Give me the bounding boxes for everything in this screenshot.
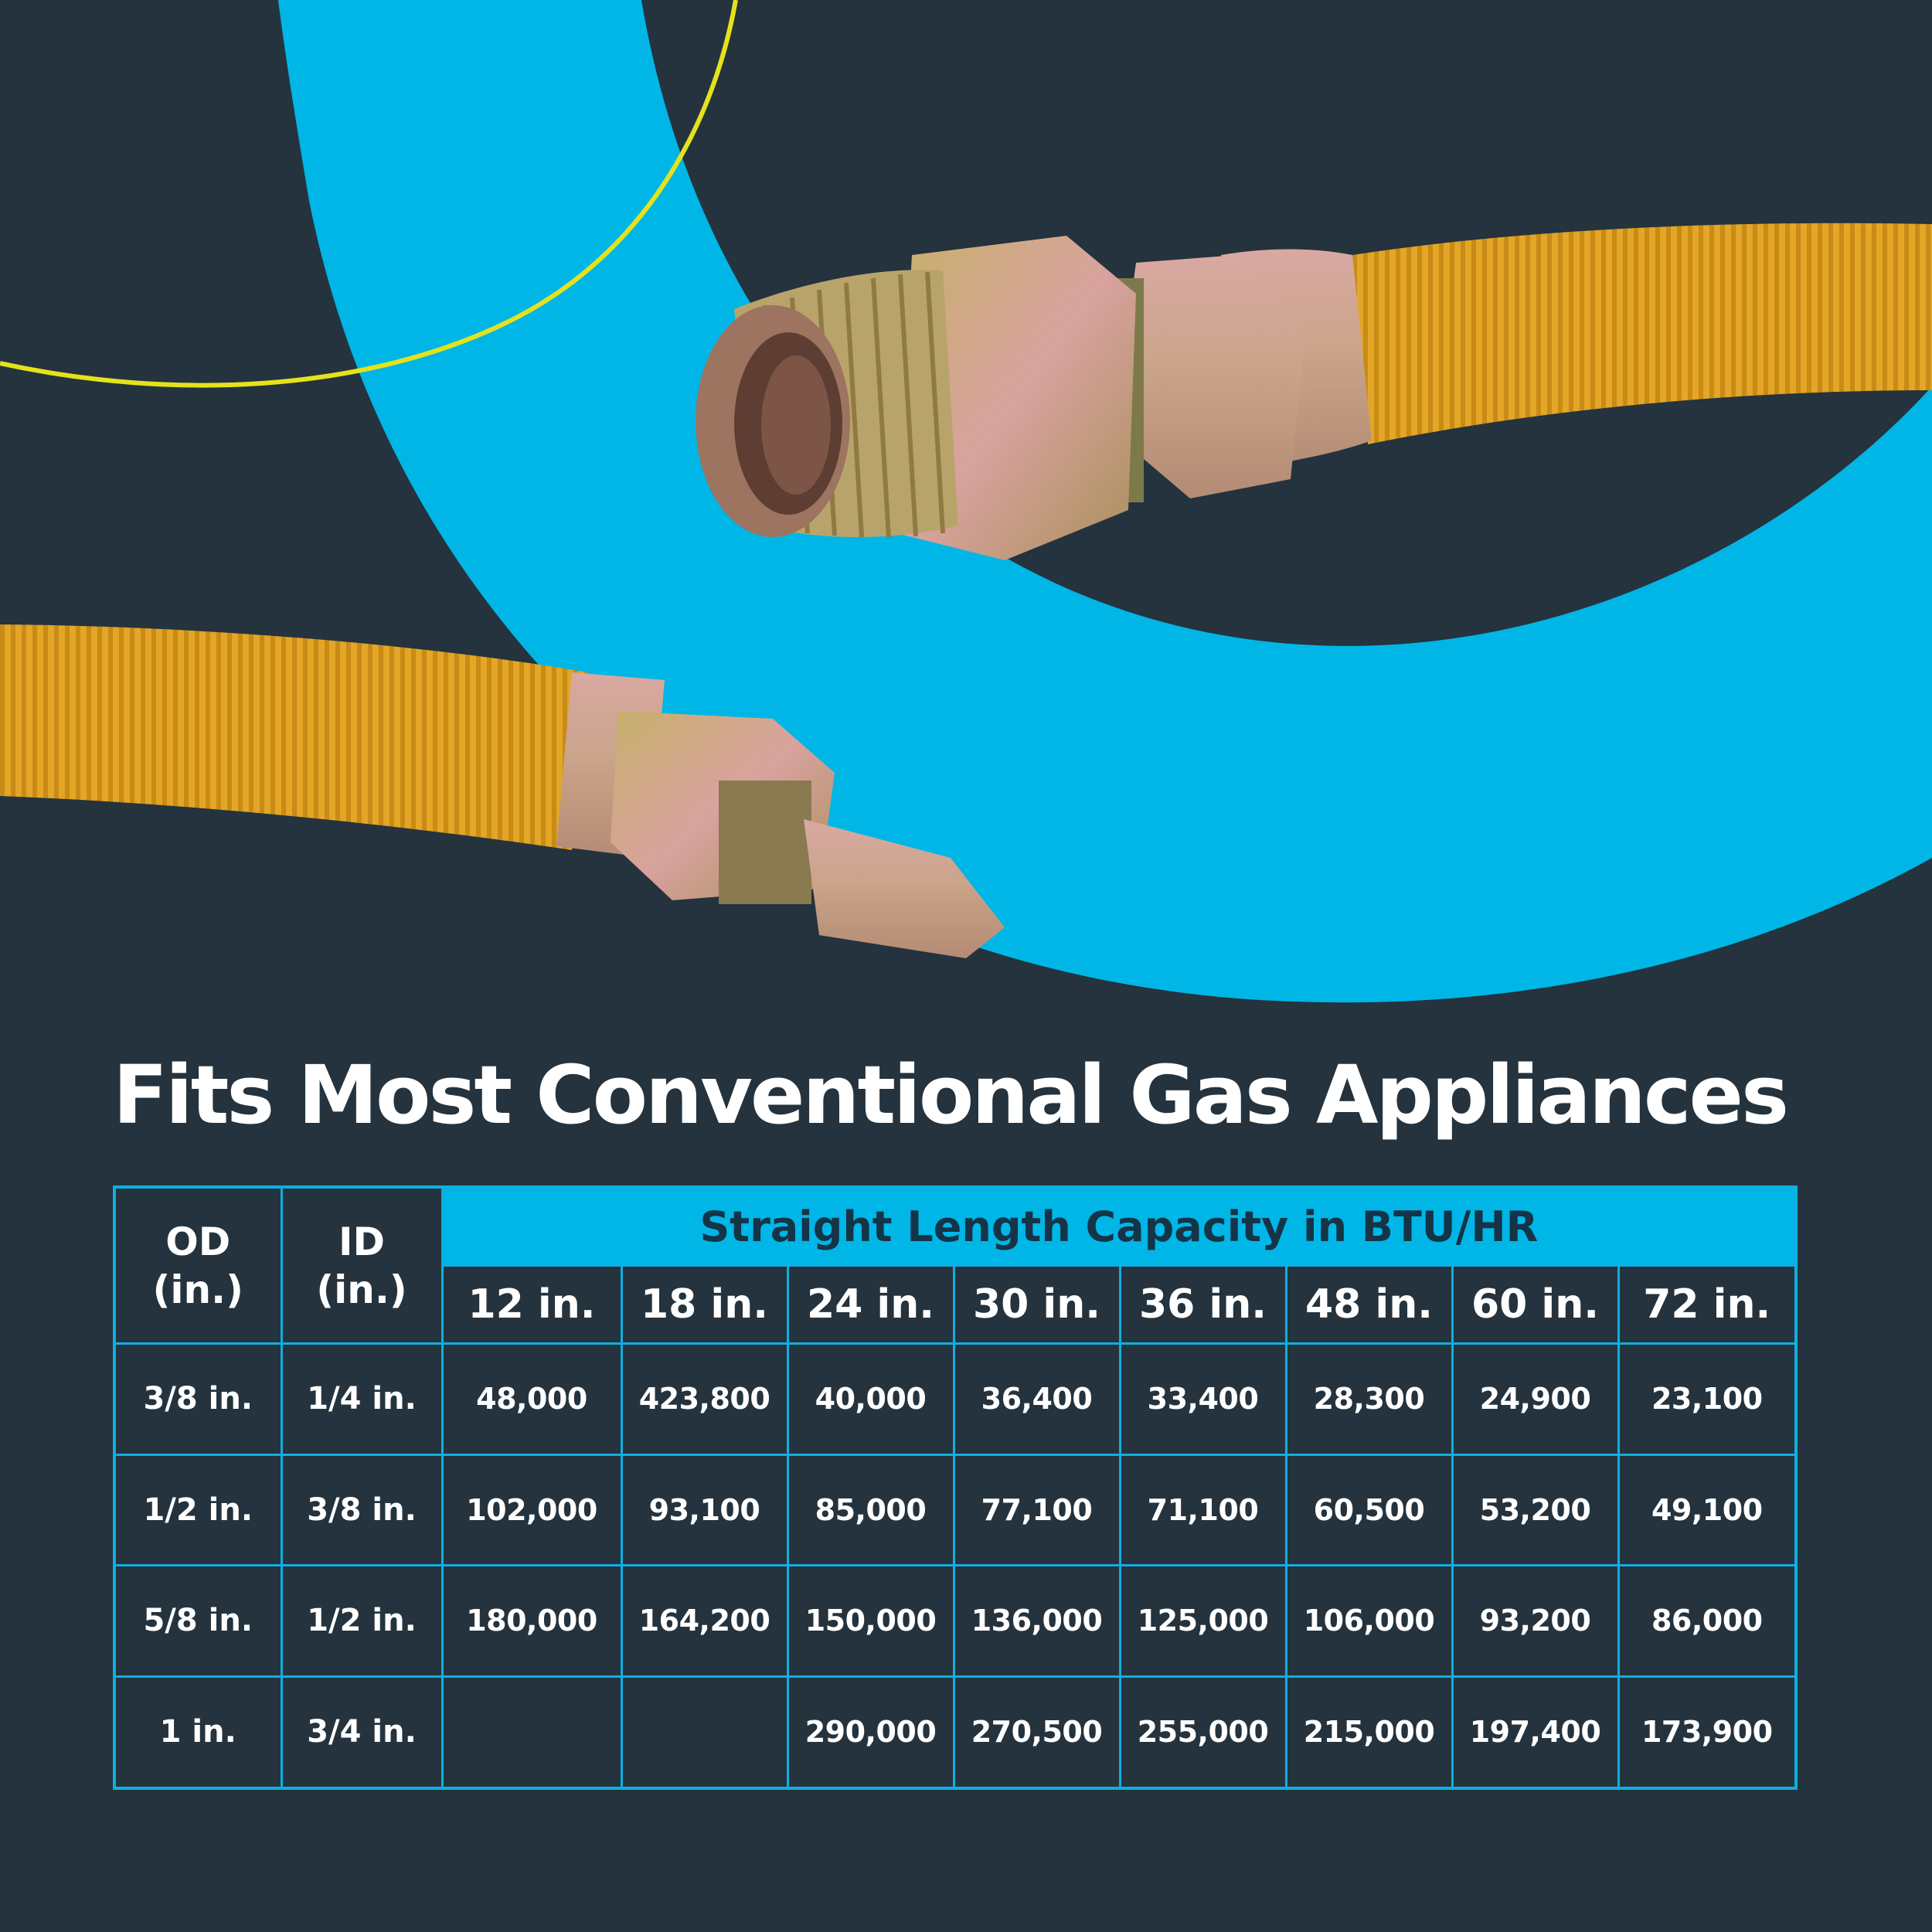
length-header: 30 in.: [952, 1264, 1121, 1345]
length-header: 12 in.: [440, 1264, 623, 1345]
capacity-cell: 150,000: [786, 1564, 955, 1678]
od-header: OD (in.): [113, 1185, 283, 1345]
capacity-cell: 40,000: [786, 1342, 955, 1456]
length-header: 72 in.: [1617, 1264, 1798, 1345]
id-cell: 3/4 in.: [280, 1675, 444, 1790]
capacity-cell: 71,100: [1118, 1453, 1287, 1566]
capacity-cell: 180,000: [440, 1564, 623, 1678]
capacity-table: OD (in.) ID (in.) Straight Length Capaci…: [113, 1185, 1798, 1790]
capacity-header: Straight Length Capacity in BTU/HR: [440, 1185, 1798, 1267]
capacity-cell: 60,500: [1284, 1453, 1454, 1566]
length-header: 24 in.: [786, 1264, 955, 1345]
capacity-cell: 36,400: [952, 1342, 1121, 1456]
capacity-cell: 290,000: [786, 1675, 955, 1790]
id-cell: 1/2 in.: [280, 1564, 444, 1678]
capacity-cell: 93,100: [620, 1453, 789, 1566]
capacity-cell: [440, 1675, 623, 1790]
id-header: ID (in.): [280, 1185, 444, 1345]
capacity-cell: [620, 1675, 789, 1790]
id-cell: 1/4 in.: [280, 1342, 444, 1456]
capacity-cell: 164,200: [620, 1564, 789, 1678]
capacity-cell: 270,500: [952, 1675, 1121, 1790]
id-header-label: ID (in.): [316, 1219, 407, 1312]
od-cell: 1/2 in.: [113, 1453, 283, 1566]
capacity-cell: 23,100: [1617, 1342, 1798, 1456]
od-cell: 5/8 in.: [113, 1564, 283, 1678]
table-row: 1/2 in. 3/8 in. 102,000 93,100 85,000 77…: [113, 1453, 1798, 1566]
capacity-cell: 49,100: [1617, 1453, 1798, 1566]
capacity-cell: 85,000: [786, 1453, 955, 1566]
od-cell: 3/8 in.: [113, 1342, 283, 1456]
capacity-cell: 33,400: [1118, 1342, 1287, 1456]
table-row: 3/8 in. 1/4 in. 48,000 423,800 40,000 36…: [113, 1342, 1798, 1456]
id-cell: 3/8 in.: [280, 1453, 444, 1566]
capacity-cell: 173,900: [1617, 1675, 1798, 1790]
capacity-cell: 102,000: [440, 1453, 623, 1566]
capacity-cell: 423,800: [620, 1342, 789, 1456]
page-title: Fits Most Conventional Gas Appliances: [113, 1048, 1789, 1142]
upper-hose: [696, 223, 1932, 560]
capacity-cell: 86,000: [1617, 1564, 1798, 1678]
od-header-label: OD (in.): [152, 1219, 243, 1312]
length-header: 60 in.: [1451, 1264, 1620, 1345]
length-header: 18 in.: [620, 1264, 789, 1345]
capacity-cell: 106,000: [1284, 1564, 1454, 1678]
capacity-cell: 93,200: [1451, 1564, 1620, 1678]
table-row: 5/8 in. 1/2 in. 180,000 164,200 150,000 …: [113, 1564, 1798, 1678]
lower-hose: [0, 624, 1005, 958]
capacity-cell: 28,300: [1284, 1342, 1454, 1456]
capacity-cell: 125,000: [1118, 1564, 1287, 1678]
table-row: 1 in. 3/4 in. 290,000 270,500 255,000 21…: [113, 1675, 1798, 1790]
od-cell: 1 in.: [113, 1675, 283, 1790]
length-header: 36 in.: [1118, 1264, 1287, 1345]
capacity-cell: 136,000: [952, 1564, 1121, 1678]
yellow-arc-line: [0, 0, 738, 388]
length-header: 48 in.: [1284, 1264, 1454, 1345]
capacity-cell: 215,000: [1284, 1675, 1454, 1790]
capacity-cell: 77,100: [952, 1453, 1121, 1566]
capacity-cell: 197,400: [1451, 1675, 1620, 1790]
capacity-cell: 24,900: [1451, 1342, 1620, 1456]
capacity-cell: 255,000: [1118, 1675, 1287, 1790]
capacity-cell: 48,000: [440, 1342, 623, 1456]
capacity-cell: 53,200: [1451, 1453, 1620, 1566]
